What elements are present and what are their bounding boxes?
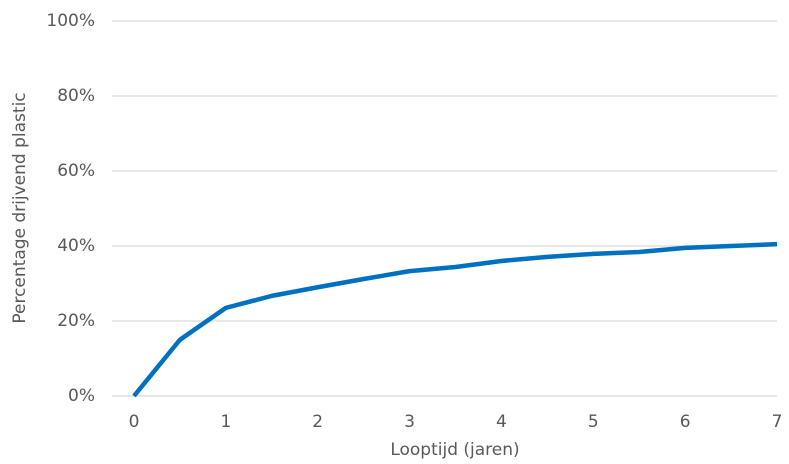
y-tick-label: 20% — [57, 311, 95, 331]
x-tick-label: 6 — [680, 412, 691, 432]
x-tick-label: 7 — [772, 412, 783, 432]
x-tick-label: 1 — [220, 412, 231, 432]
y-axis-label: Percentage drijvend plastic — [10, 92, 30, 323]
x-axis-label: Looptijd (jaren) — [390, 440, 519, 460]
x-tick-label: 5 — [588, 412, 599, 432]
y-tick-label: 60% — [57, 161, 95, 181]
line — [132, 241, 778, 398]
y-tick-label: 80% — [57, 86, 95, 106]
y-tick-label: 100% — [46, 11, 95, 31]
x-tick-label: 4 — [496, 412, 507, 432]
x-tick-label: 0 — [129, 412, 140, 432]
x-tick-label: 3 — [404, 412, 415, 432]
y-tick-label: 0% — [68, 386, 95, 406]
y-tick-label: 40% — [57, 236, 95, 256]
x-tick-label: 2 — [312, 412, 323, 432]
